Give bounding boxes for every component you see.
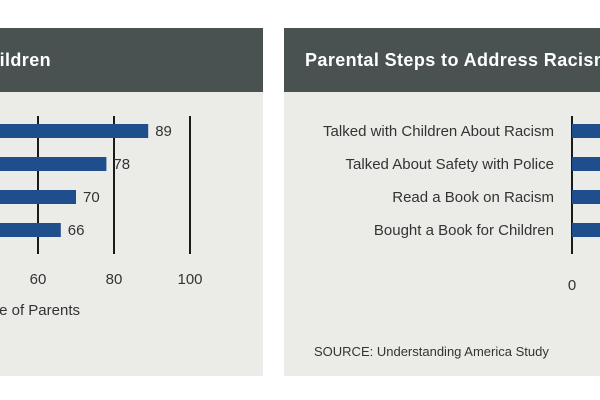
bar-value-label: 78 bbox=[113, 156, 130, 173]
category-label: Bought a Book for Children bbox=[374, 222, 554, 239]
bar-value-label: 70 bbox=[83, 189, 100, 206]
category-label: Talked About Safety with Police bbox=[346, 156, 554, 173]
right-chart-title: Parental Steps to Address Racism bbox=[305, 50, 600, 70]
bar bbox=[572, 124, 600, 138]
bar bbox=[572, 157, 600, 171]
source-note: SOURCE: Understanding America Study bbox=[314, 344, 549, 359]
right-chart-plot: 0 Talked with Children About Racism Talked… bbox=[314, 116, 600, 359]
bar bbox=[0, 223, 61, 237]
bar bbox=[0, 190, 76, 204]
bar-value-label: 66 bbox=[68, 222, 85, 239]
x-tick-label: 0 bbox=[568, 277, 576, 294]
bar bbox=[0, 157, 107, 171]
left-chart-header: Children bbox=[0, 28, 263, 92]
left-chart-panel: Children 60 80 100 89 78 70 66 Percentage of Pa… bbox=[0, 28, 263, 376]
left-chart-plot: 60 80 100 89 78 70 66 Percentage of Parents bbox=[0, 116, 203, 319]
bar bbox=[572, 223, 600, 237]
bar bbox=[572, 190, 600, 204]
category-label: Read a Book on Racism bbox=[392, 189, 554, 206]
x-tick-label: 80 bbox=[106, 271, 123, 288]
x-axis-label: Percentage of Parents bbox=[0, 302, 80, 319]
category-label: Talked with Children About Racism bbox=[323, 123, 554, 140]
right-chart-header: Parental Steps to Address Racism bbox=[284, 28, 600, 92]
left-chart-title: Children bbox=[0, 50, 51, 70]
bar-value-label: 89 bbox=[155, 123, 172, 140]
x-tick-label: 60 bbox=[30, 271, 47, 288]
x-tick-label: 100 bbox=[177, 271, 202, 288]
right-chart-panel: Parental Steps to Address Racism 0 Talked… bbox=[284, 28, 600, 376]
bar bbox=[0, 124, 149, 138]
